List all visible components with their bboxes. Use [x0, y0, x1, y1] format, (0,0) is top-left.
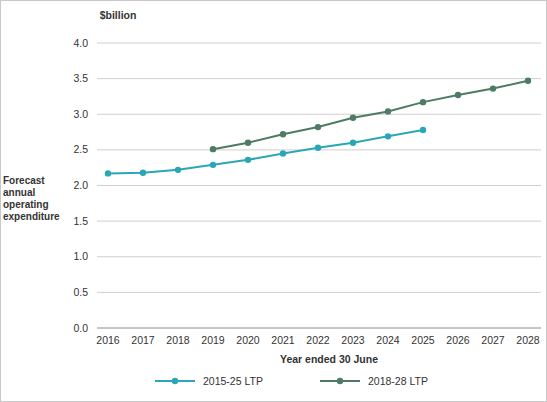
- series-marker: [280, 150, 286, 156]
- series-marker: [525, 78, 531, 84]
- y-tick-label: 4.0: [73, 37, 88, 49]
- grid-line: [97, 292, 541, 293]
- x-tick-label: 2024: [376, 334, 400, 346]
- series-marker: [315, 124, 321, 130]
- y-axis-label: Forecastannualoperatingexpenditure: [3, 175, 60, 222]
- y-tick-label: 3.5: [73, 72, 88, 84]
- series-marker: [140, 169, 146, 175]
- x-tick-label: 2016: [96, 334, 120, 346]
- x-tick-label: 2023: [341, 334, 365, 346]
- y-tick-label: 0.5: [73, 286, 88, 298]
- data-layer: [105, 78, 531, 177]
- series-marker: [105, 170, 111, 176]
- series-marker: [315, 145, 321, 151]
- x-tick-label: 2019: [201, 334, 225, 346]
- grid: [97, 43, 541, 328]
- series-marker: [210, 146, 216, 152]
- x-tick-label: 2020: [236, 334, 260, 346]
- series-marker: [455, 92, 461, 98]
- grid-line: [97, 114, 541, 115]
- y-axis-label-line: expenditure: [3, 211, 60, 222]
- x-tick-label: 2026: [446, 334, 470, 346]
- x-tick-label: 2027: [481, 334, 505, 346]
- series-marker: [420, 99, 426, 105]
- grid-line: [97, 256, 541, 257]
- series-marker: [245, 157, 251, 163]
- x-tick-label: 2017: [131, 334, 155, 346]
- frame: [1, 1, 547, 402]
- grid-line: [97, 185, 541, 186]
- legend-label: 2015-25 LTP: [203, 375, 263, 387]
- series-marker: [245, 140, 251, 146]
- series-marker: [420, 127, 426, 133]
- series-marker: [280, 131, 286, 137]
- grid-line: [97, 221, 541, 222]
- series-line: [213, 81, 528, 149]
- series-marker: [350, 115, 356, 121]
- x-tick-label: 2021: [271, 334, 295, 346]
- y-axis-label-line: Forecast: [3, 175, 45, 186]
- series-marker: [350, 140, 356, 146]
- x-axis-line: [97, 328, 541, 329]
- y-tick-label: 0.0: [73, 322, 88, 334]
- series-marker: [385, 108, 391, 114]
- legend-marker: [172, 378, 178, 384]
- legend: 2015-25 LTP 2018-28 LTP: [155, 375, 428, 387]
- grid-line: [97, 78, 541, 79]
- y-tick-label: 1.5: [73, 215, 88, 227]
- y-unit-label: $billion: [100, 9, 137, 21]
- legend-label: 2018-28 LTP: [368, 375, 428, 387]
- y-tick-label: 3.0: [73, 108, 88, 120]
- y-axis-label-line: annual: [3, 187, 35, 198]
- series-marker: [490, 85, 496, 91]
- series-line: [108, 130, 423, 173]
- x-tick-label: 2028: [516, 334, 540, 346]
- series-marker: [175, 167, 181, 173]
- series-marker: [385, 133, 391, 139]
- series-marker: [210, 162, 216, 168]
- y-axis-label-line: operating: [3, 199, 49, 210]
- grid-line: [97, 43, 541, 44]
- y-tick-label: 2.0: [73, 179, 88, 191]
- y-tick-label: 2.5: [73, 143, 88, 155]
- x-tick-label: 2025: [411, 334, 435, 346]
- legend-marker: [337, 378, 343, 384]
- chart: 0.0 0.5 1.0 1.5 2.0 2.5 3.0 3.5 4.0 2016 2017 2018 2…: [0, 0, 547, 402]
- x-tick-label: 2018: [166, 334, 190, 346]
- x-tick-label: 2022: [306, 334, 330, 346]
- x-axis-label: Year ended 30 June: [280, 353, 378, 365]
- y-tick-label: 1.0: [73, 250, 88, 262]
